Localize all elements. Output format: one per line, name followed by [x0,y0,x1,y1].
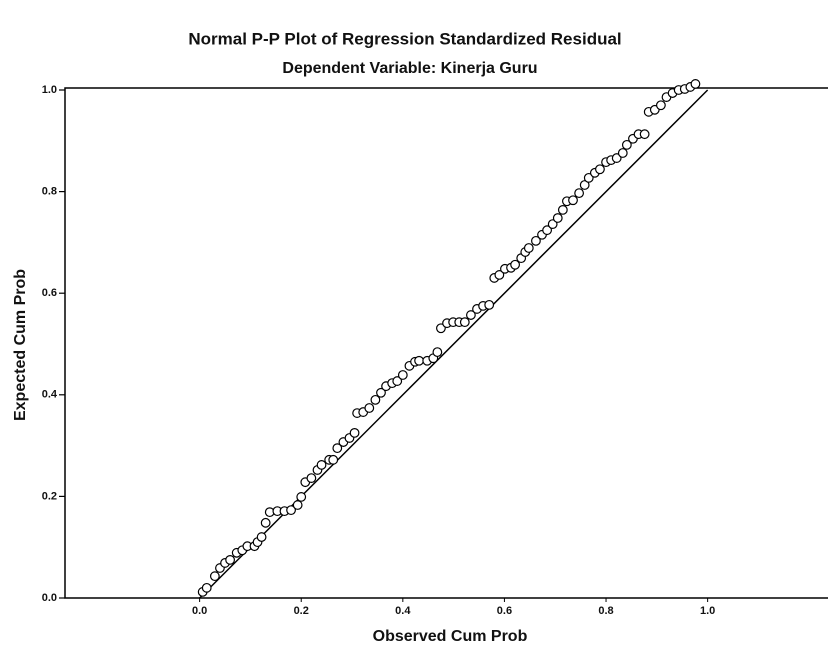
point [292,500,303,510]
point [574,188,585,199]
point [296,492,307,502]
point [655,100,666,111]
reference-line [199,89,709,599]
y-tick-label: 0.6 [42,287,57,299]
point [392,376,403,386]
plot-frame [64,87,828,599]
point [484,299,495,310]
point [531,235,541,246]
point [370,394,381,405]
y-tick-label: 0.2 [42,490,57,502]
y-tick-label: 1.0 [42,84,57,96]
point [436,323,446,334]
point [621,139,632,150]
point [286,505,296,516]
point [209,571,220,582]
chart-title: Normal P-P Plot of Regression Standardiz… [188,29,621,48]
point [256,532,267,542]
point [690,79,701,89]
point [432,347,443,358]
point [583,172,594,183]
point [397,370,408,380]
x-axis-label: Observed Cum Prob [373,628,528,645]
point [466,310,476,320]
point [201,582,212,593]
y-tick-label: 0.8 [42,186,57,198]
point [595,164,605,175]
x-tick-label: 0.4 [395,605,411,617]
point [332,443,343,454]
point [568,195,578,206]
point [542,225,553,236]
point [225,555,236,565]
point [494,270,505,280]
point [459,317,470,328]
chart-subtitle: Dependent Variable: Kinerja Guru [282,60,537,77]
x-tick-label: 0.2 [294,605,309,617]
point [552,213,563,223]
point [306,473,317,484]
point [557,204,568,215]
x-tick-label: 0.0 [192,605,207,617]
point [579,180,590,190]
point [547,219,558,230]
point [376,387,386,398]
y-tick-label: 0.0 [42,592,57,604]
point [260,517,271,528]
point [617,148,628,158]
point [316,460,327,470]
x-tick-label: 0.8 [598,605,613,617]
y-axis-label: Expected Cum Prob [12,269,29,421]
point [510,259,520,270]
x-tick-label: 1.0 [700,605,715,617]
point [328,454,339,465]
x-tick-label: 0.6 [497,605,512,617]
point [639,129,650,140]
point [364,403,375,413]
point [611,153,622,163]
point [523,243,534,253]
y-tick-label: 0.4 [42,389,58,401]
point [349,428,360,438]
point [414,355,424,366]
